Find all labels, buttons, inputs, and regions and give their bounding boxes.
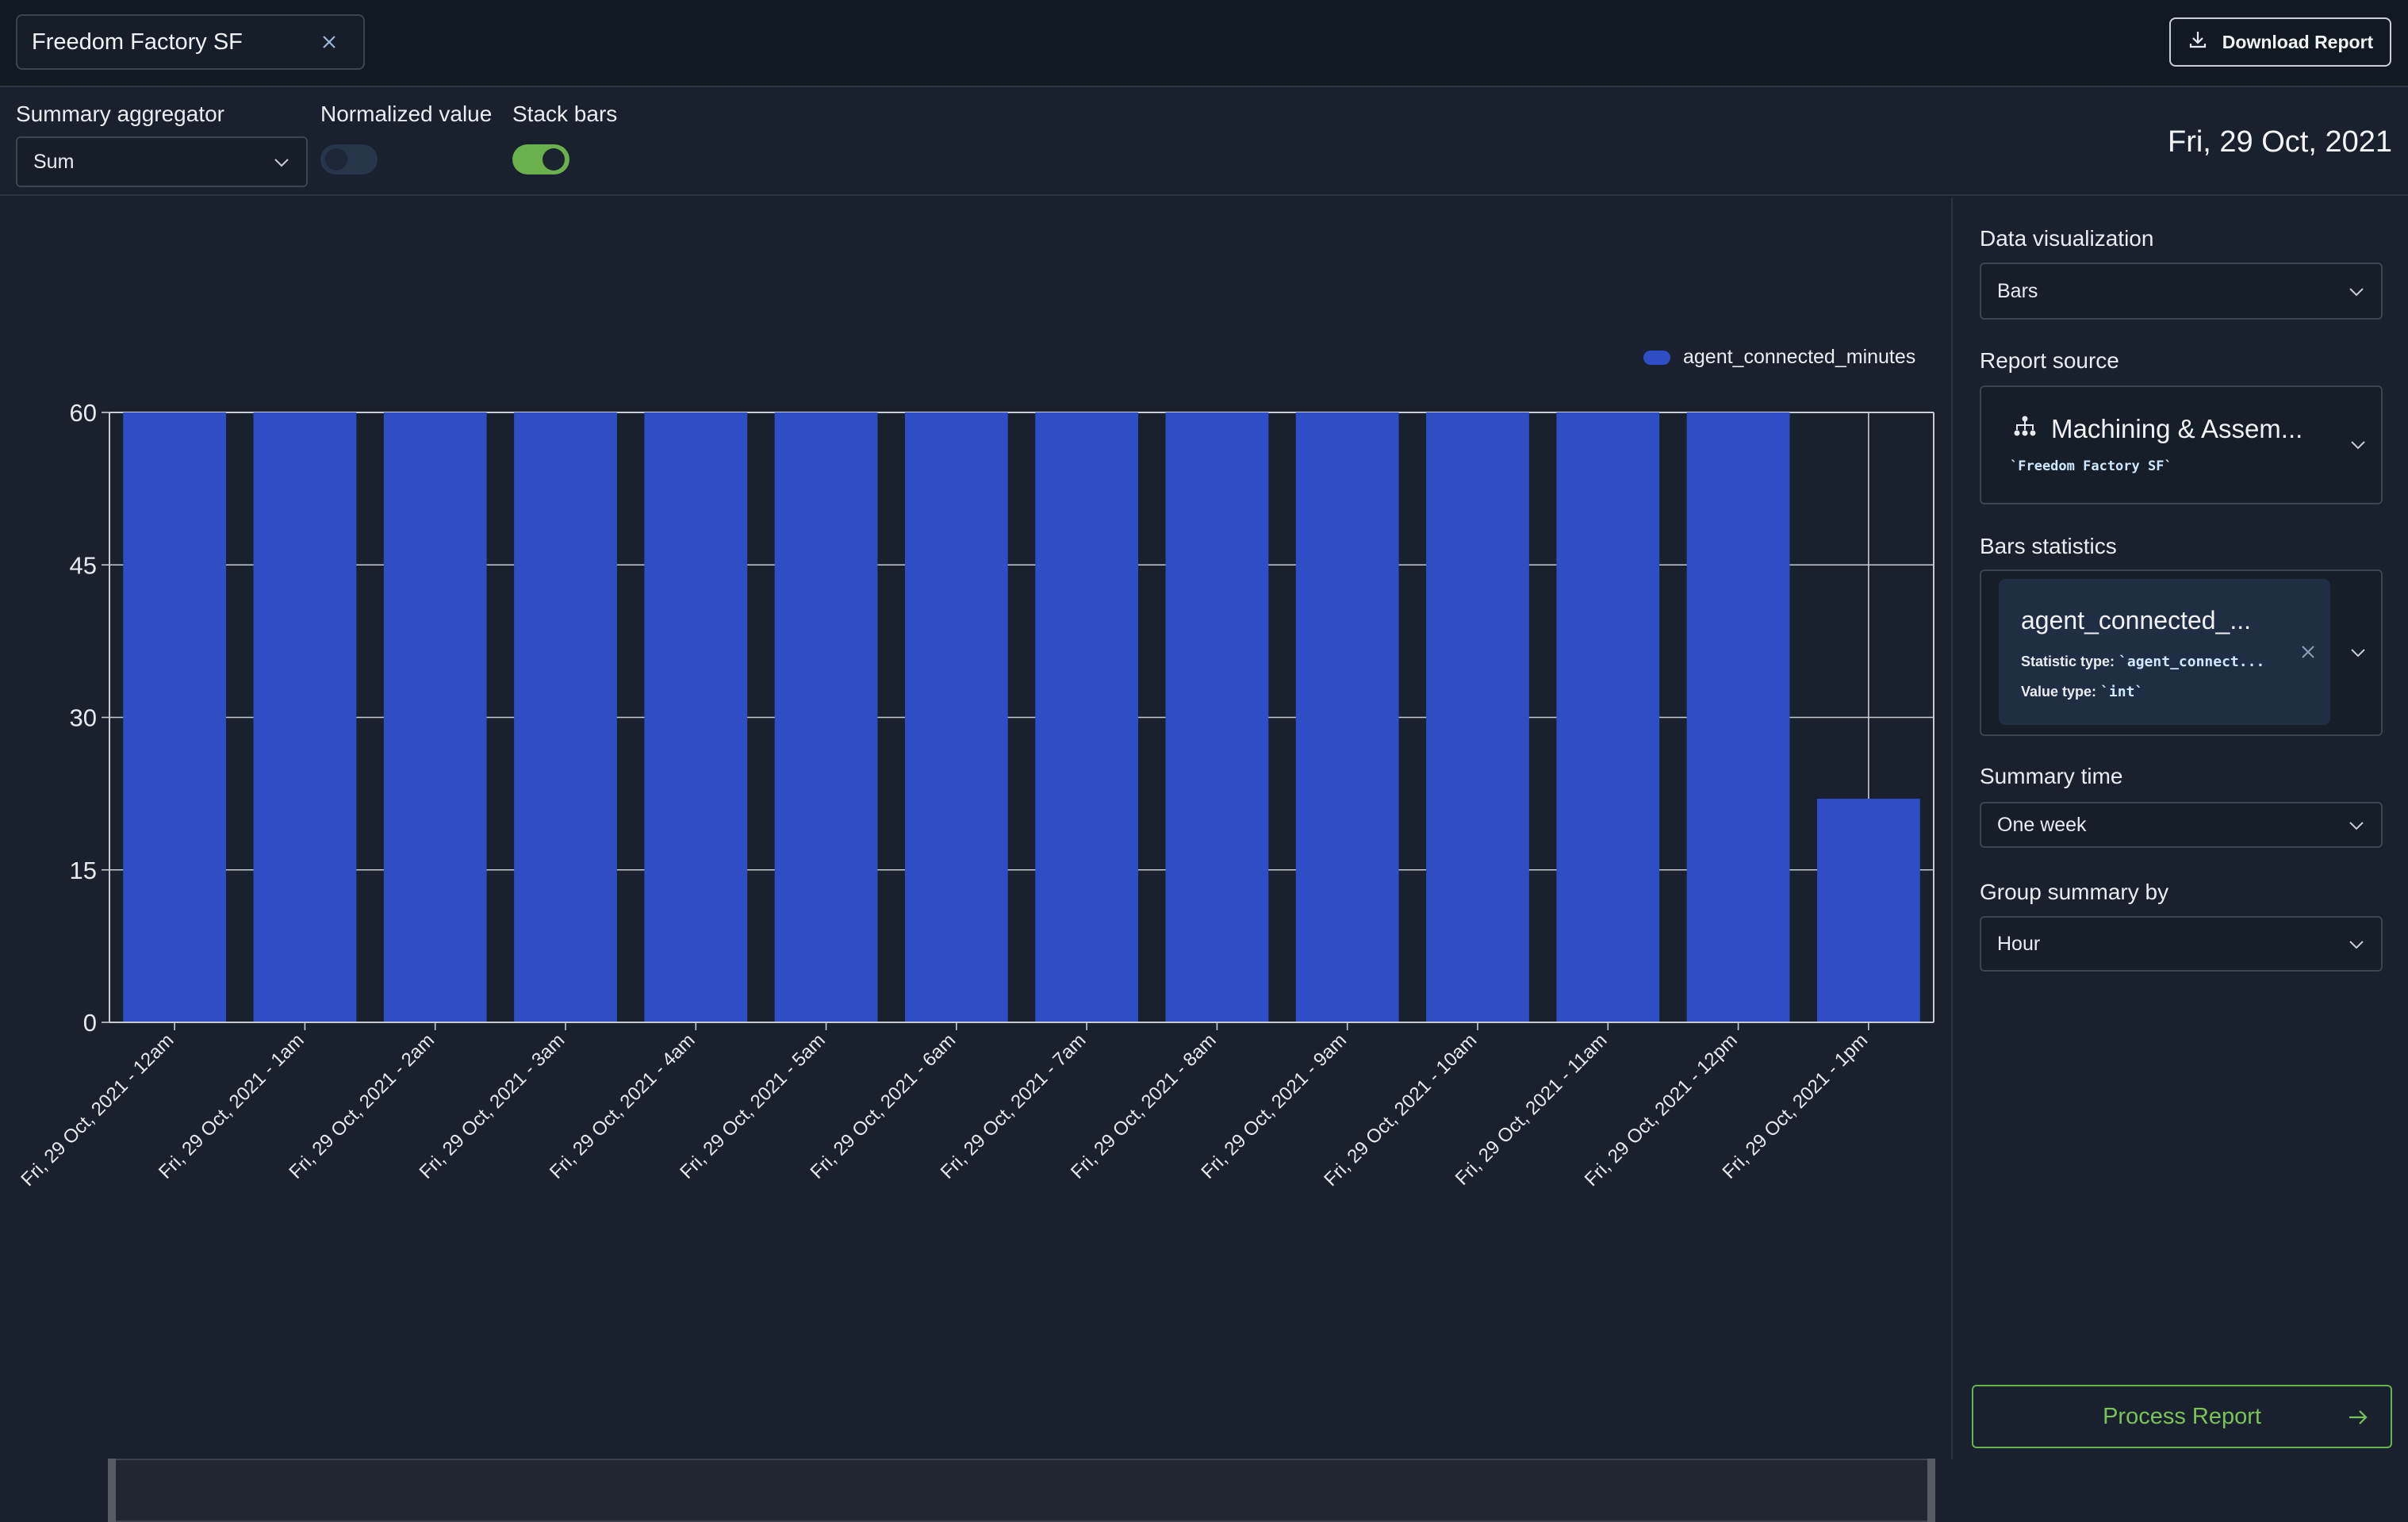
x-tick-label: Fri, 29 Oct, 2021 - 9am (1197, 1029, 1351, 1183)
chevron-down-icon (2349, 439, 2367, 454)
x-tick-label: Fri, 29 Oct, 2021 - 5am (676, 1029, 830, 1183)
bar (253, 412, 357, 1022)
date-display: Fri, 29 Oct, 2021 (2167, 125, 2392, 159)
x-tick-label: Fri, 29 Oct, 2021 - 6am (807, 1029, 961, 1183)
data-visualization-value: Bars (1997, 279, 2038, 302)
data-visualization-select[interactable]: Bars (1980, 263, 2383, 320)
chevron-down-icon (2349, 647, 2367, 662)
report-source-select[interactable]: Machining & Assem... `Freedom Factory SF… (1980, 385, 2383, 504)
stack-bars-toggle[interactable] (512, 144, 569, 174)
download-icon (2188, 29, 2208, 55)
bar (774, 412, 878, 1022)
value-type-label: Value type: (2021, 684, 2097, 700)
aggregator-label: Summary aggregator (16, 102, 225, 126)
bar (1295, 412, 1399, 1022)
x-tick-label: Fri, 29 Oct, 2021 - 1am (155, 1029, 309, 1183)
value-type-value: `int` (2100, 684, 2144, 700)
x-tick-label: Fri, 29 Oct, 2021 - 3am (416, 1029, 569, 1183)
brush-handle-left[interactable] (108, 1459, 116, 1522)
chevron-down-icon (2348, 280, 2365, 303)
group-summary-value: Hour (1997, 932, 2041, 955)
process-report-button[interactable]: Process Report (1972, 1385, 2392, 1448)
group-summary-select[interactable]: Hour (1980, 916, 2383, 972)
bar (1556, 412, 1660, 1022)
summary-time-value: One week (1997, 813, 2087, 836)
bar (123, 412, 227, 1022)
chevron-down-icon (273, 151, 290, 174)
process-report-label: Process Report (2103, 1403, 2261, 1429)
y-tick-label: 0 (83, 1009, 97, 1037)
statistic-title: agent_connected_... (2021, 606, 2252, 634)
bar (904, 412, 1008, 1022)
x-tick-label: Fri, 29 Oct, 2021 - 8am (1067, 1029, 1221, 1183)
x-tick-label: Fri, 29 Oct, 2021 - 2am (285, 1029, 439, 1183)
brush-handle-right[interactable] (1927, 1459, 1935, 1522)
chart-legend[interactable]: agent_connected_minutes (1643, 346, 1915, 369)
bar (383, 412, 487, 1022)
chevron-down-icon (2348, 814, 2365, 837)
y-tick-label: 60 (70, 399, 97, 427)
hierarchy-icon (2013, 414, 2037, 444)
statistic-card: agent_connected_... Statistic type: `age… (1999, 579, 2330, 725)
report-source-subtitle: `Freedom Factory SF` (2010, 458, 2172, 474)
x-tick-label: Fri, 29 Oct, 2021 - 10am (1320, 1029, 1481, 1190)
chart-area: agent_connected_minutes 0 15 30 45 60 Fri, 29… (0, 197, 1951, 1522)
bar (514, 412, 617, 1022)
bar (1686, 412, 1790, 1022)
report-source-title: Machining & Assem... (2051, 414, 2303, 443)
summary-time-select[interactable]: One week (1980, 802, 2383, 848)
statistic-type-value: `agent_connect... (2119, 654, 2265, 670)
stack-bars-label: Stack bars (512, 102, 618, 126)
top-bar: Freedom Factory SF Download Report (0, 0, 2408, 87)
bars-statistics-select[interactable]: agent_connected_... Statistic type: `age… (1980, 569, 2383, 736)
chart-brush[interactable] (108, 1459, 1935, 1522)
chevron-down-icon (2348, 933, 2365, 956)
x-tick-label: Fri, 29 Oct, 2021 - 1pm (1719, 1029, 1873, 1183)
bar (1426, 412, 1529, 1022)
group-summary-label: Group summary by (1980, 880, 2169, 904)
x-tick-label: Fri, 29 Oct, 2021 - 7am (937, 1029, 1091, 1183)
data-visualization-label: Data visualization (1980, 226, 2154, 251)
x-tick-label: Fri, 29 Oct, 2021 - 12pm (1581, 1029, 1742, 1190)
remove-statistic-icon[interactable] (2300, 644, 2316, 664)
summary-time-label: Summary time (1980, 764, 2123, 788)
bar (644, 412, 748, 1022)
legend-swatch (1643, 350, 1670, 365)
normalized-toggle[interactable] (320, 144, 378, 174)
x-tick-label: Fri, 29 Oct, 2021 - 11am (1451, 1029, 1612, 1190)
arrow-right-icon (2346, 1405, 2370, 1436)
x-tick-label: Fri, 29 Oct, 2021 - 4am (546, 1029, 700, 1183)
bar (1165, 412, 1269, 1022)
download-report-label: Download Report (2222, 31, 2374, 52)
close-icon[interactable] (316, 29, 343, 56)
filter-chip-label: Freedom Factory SF (32, 29, 243, 55)
bar (1035, 412, 1139, 1022)
y-tick-label: 15 (70, 857, 97, 884)
filter-chip[interactable]: Freedom Factory SF (16, 14, 365, 70)
aggregator-value: Sum (33, 150, 75, 173)
download-report-button[interactable]: Download Report (2169, 17, 2391, 67)
y-tick-label: 30 (70, 704, 97, 732)
bars-statistics-label: Bars statistics (1980, 534, 2117, 558)
x-tick-label: Fri, 29 Oct, 2021 - 12am (17, 1029, 178, 1190)
normalized-label: Normalized value (320, 102, 493, 126)
legend-label: agent_connected_minutes (1683, 346, 1916, 368)
report-source-label: Report source (1980, 348, 2119, 373)
config-panel: Data visualization Bars Report source Ma… (1951, 197, 2408, 1459)
y-tick-label: 45 (70, 551, 97, 579)
bar (1816, 799, 1920, 1022)
aggregator-select[interactable]: Sum (16, 136, 308, 187)
controls-bar: Summary aggregator Sum Normalized value … (0, 87, 2408, 196)
statistic-type-label: Statistic type: (2021, 654, 2115, 669)
